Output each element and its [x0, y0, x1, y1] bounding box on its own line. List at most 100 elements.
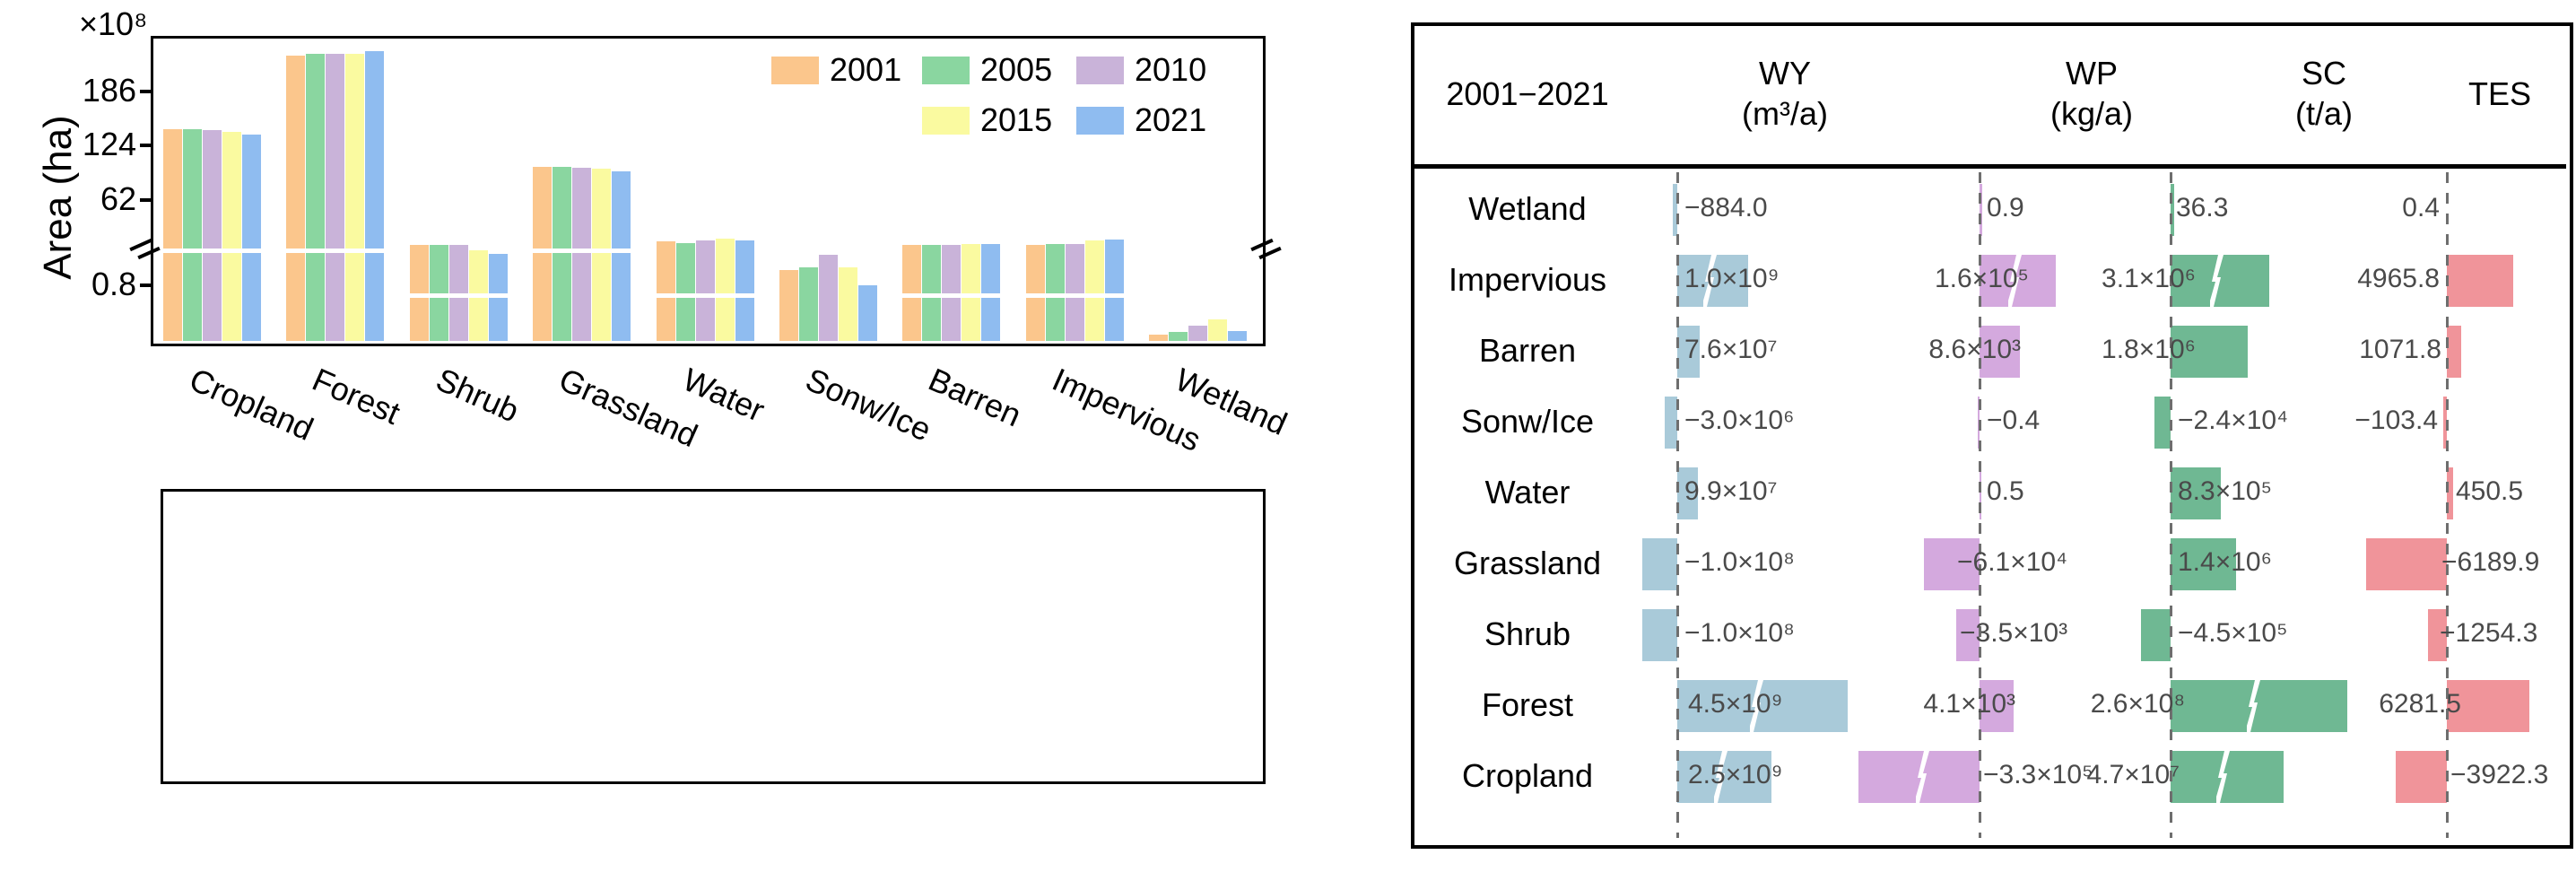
table-bar-wy-forest	[1677, 680, 1848, 732]
table-value-tes-water: 450.5	[2456, 476, 2524, 506]
table-bar-sc-wetland	[2171, 184, 2174, 236]
table-value-wp-shrub: −3.5×10³	[1960, 618, 2068, 648]
table-value-wp-forest: 4.1×10³	[1923, 689, 2015, 719]
table-row-label-grassland: Grassland	[1453, 545, 1602, 581]
area-bar-2015-cropland	[222, 132, 241, 341]
area-y-tick-mark	[140, 144, 151, 148]
area-bar-break-gap	[1084, 293, 1105, 298]
col-sc-unit: (t/a)	[2294, 95, 2353, 132]
table-value-wy-sonw-ice: −3.0×10⁶	[1684, 406, 1795, 435]
area-bar-break-gap	[202, 249, 222, 253]
area-bar-break-gap	[488, 293, 509, 298]
legend-swatch-2021	[1076, 107, 1124, 135]
area-bar-2015-sonw-ice	[838, 266, 857, 341]
table-value-wy-wetland: −884.0	[1684, 193, 1768, 222]
area-bar-2021-sonw-ice	[857, 284, 877, 341]
bar-break-icon	[1913, 751, 1930, 803]
area-bar-2010-impervious	[1065, 243, 1084, 341]
area-y-tick-label: 62	[100, 179, 136, 217]
area-bar-break-gap	[1025, 293, 1046, 298]
area-bar-2001-water	[656, 241, 675, 341]
table-value-tes-forest: 6281.5	[2379, 689, 2461, 719]
area-y-tick-label: 124	[82, 126, 136, 163]
table-value-sc-impervious: 3.1×10⁶	[2102, 264, 2196, 293]
area-bar-break-gap	[285, 249, 306, 253]
table-zero-dash-wy	[1676, 172, 1679, 838]
table-row-label-wetland: Wetland	[1468, 190, 1587, 227]
area-bar-2010-cropland	[202, 130, 222, 341]
area-bar-break-gap	[1045, 293, 1066, 298]
table-value-wp-impervious: 1.6×10⁵	[1934, 264, 2029, 293]
table-value-sc-grassland: 1.4×10⁶	[2178, 547, 2272, 577]
area-bar-2021-water	[735, 240, 754, 341]
table-value-wp-barren: 8.6×10³	[1928, 335, 2021, 364]
table-value-sc-sonw-ice: −2.4×10⁴	[2178, 406, 2289, 435]
table-bar-sc-grassland	[2171, 538, 2236, 590]
table-value-wy-shrub: −1.0×10⁸	[1684, 618, 1795, 648]
table-value-wy-barren: 7.6×10⁷	[1684, 335, 1778, 364]
area-bar-2005-barren	[922, 244, 942, 341]
table-value-wy-impervious: 1.0×10⁹	[1684, 264, 1780, 293]
legend-swatch-2005	[922, 57, 970, 84]
area-bar-break-gap	[921, 293, 942, 298]
bar-break-icon	[1748, 680, 1764, 732]
table-value-wy-forest: 4.5×10⁹	[1688, 689, 1783, 719]
area-bar-2010-water	[695, 240, 715, 341]
table-value-tes-shrub: −1254.3	[2440, 618, 2538, 648]
area-bar-2005-wetland	[1169, 332, 1188, 341]
legend-swatch-2010	[1076, 57, 1124, 84]
area-bar-break-gap	[344, 249, 365, 253]
area-bar-break-gap	[325, 249, 345, 253]
area-bar-2010-wetland	[1188, 326, 1208, 341]
col-wy-unit: (m³/a)	[1742, 95, 1828, 132]
area-bar-2001-grassland	[533, 166, 553, 341]
area-bar-2021-cropland	[241, 135, 261, 341]
table-bar-tes-grassland	[2366, 538, 2447, 590]
bar-break-icon	[2207, 255, 2224, 307]
table-bar-tes-water	[2447, 467, 2453, 519]
table-bar-tes-shrub	[2428, 609, 2447, 661]
table-row-label-sonw-ice: Sonw/Ice	[1460, 403, 1595, 440]
area-bar-break-gap	[162, 249, 183, 253]
col-sc-label: SC	[2301, 55, 2346, 92]
area-bar-break-gap	[735, 293, 754, 298]
area-bar-break-gap	[571, 249, 592, 253]
area-bar-2001-sonw-ice	[779, 270, 798, 341]
table-bar-wp-shrub	[1956, 609, 1980, 661]
area-bar-break-gap	[532, 249, 553, 253]
table-value-wp-sonw-ice: −0.4	[1987, 406, 2041, 435]
table-bar-wy-water	[1677, 467, 1698, 519]
col-wy-label: WY	[1759, 55, 1811, 92]
table-col-header-wy: WY (m³/a)	[1686, 40, 1884, 146]
area-bar-2001-wetland	[1149, 335, 1169, 341]
table-bar-tes-sonw-ice	[2443, 397, 2447, 449]
area-bar-break-gap	[222, 249, 242, 253]
area-bar-2005-water	[675, 242, 695, 341]
table-value-sc-barren: 1.8×10⁶	[2102, 335, 2196, 364]
area-bar-2001-barren	[902, 244, 922, 341]
area-y-tick-mark	[140, 197, 151, 202]
table-value-wy-water: 9.9×10⁷	[1684, 476, 1778, 506]
table-value-tes-impervious: 4965.8	[2357, 264, 2440, 293]
table-bar-sc-sonw-ice	[2154, 397, 2171, 449]
col-tes-label: TES	[2467, 74, 2531, 112]
table-bar-wp-barren	[1980, 326, 2020, 378]
area-bar-2021-wetland	[1228, 330, 1248, 341]
legend-label-2015: 2015	[980, 101, 1053, 138]
area-bar-break-gap	[429, 293, 449, 298]
table-value-sc-wetland: 36.3	[2176, 193, 2229, 222]
area-bar-2021-barren	[981, 244, 1001, 341]
area-bar-break-gap	[941, 293, 962, 298]
area-bar-2015-wetland	[1208, 318, 1228, 341]
area-scale-note: ×10⁸	[79, 5, 148, 42]
table-bar-wp-grassland	[1924, 538, 1980, 590]
table-border	[1411, 22, 2573, 849]
table-bar-tes-forest	[2447, 680, 2529, 732]
table-zero-dash-tes	[2446, 172, 2449, 838]
table-value-sc-water: 8.3×10⁵	[2178, 476, 2273, 506]
table-bar-tes-impervious	[2447, 255, 2513, 307]
col-wp-unit: (kg/a)	[2049, 95, 2134, 132]
table-period-header: 2001−2021	[1415, 40, 1640, 146]
